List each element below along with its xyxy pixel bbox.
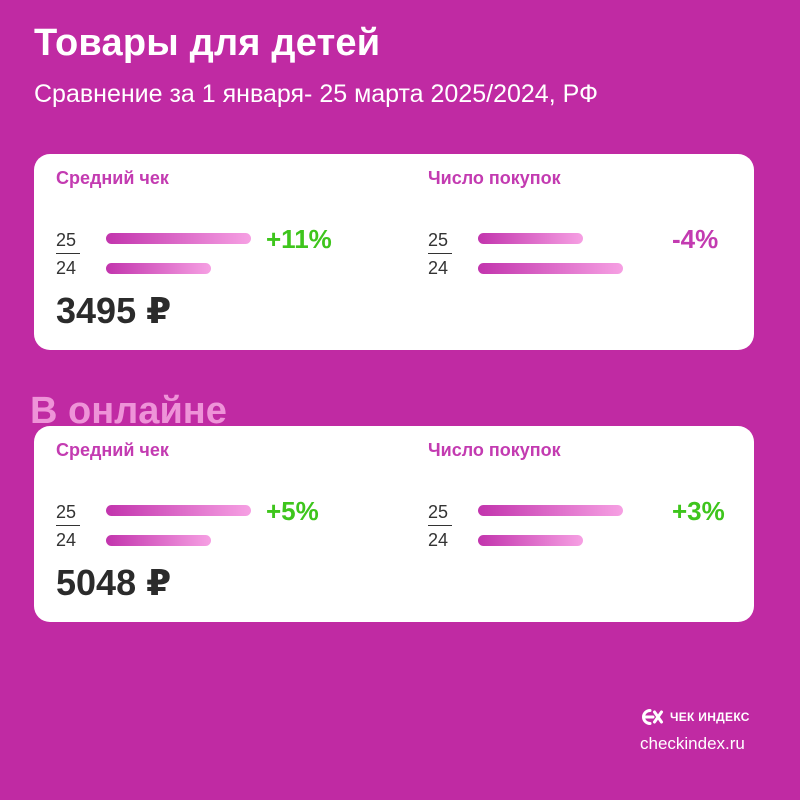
bar-2024 bbox=[106, 535, 211, 546]
metric-label: Число покупок bbox=[428, 440, 561, 460]
bar-2024 bbox=[478, 263, 623, 274]
purchases-panel: Число покупок 25 24 -4% bbox=[414, 154, 754, 350]
avg-check-value: 5048 ₽ bbox=[56, 562, 172, 603]
year-label-25: 25 bbox=[428, 502, 449, 522]
year-label-25: 25 bbox=[56, 230, 77, 250]
total-stats-card: Средний чек 25 24 +11% 3495 ₽ Число поку… bbox=[34, 154, 754, 350]
change-label: -4% bbox=[672, 224, 719, 254]
brand-name: ЧЕК ИНДЕКС bbox=[670, 710, 750, 724]
year-label-25: 25 bbox=[428, 230, 449, 250]
bar-2024 bbox=[478, 535, 583, 546]
change-label: +5% bbox=[266, 496, 319, 526]
metric-label: Средний чек bbox=[56, 440, 169, 460]
online-section-title: В онлайне bbox=[30, 390, 227, 432]
year-label-24: 24 bbox=[56, 258, 77, 278]
year-divider bbox=[428, 525, 452, 526]
metric-label: Число покупок bbox=[428, 168, 561, 188]
avg-check-panel: Средний чек 25 24 +11% 3495 ₽ bbox=[34, 154, 414, 350]
online-stats-card: Средний чек 25 24 +5% 5048 ₽ Число покуп… bbox=[34, 426, 754, 622]
page-title: Товары для детей bbox=[34, 22, 381, 64]
year-divider bbox=[56, 525, 80, 526]
avg-check-panel: Средний чек 25 24 +5% 5048 ₽ bbox=[34, 426, 414, 622]
bar-2025 bbox=[106, 505, 251, 516]
year-label-24: 24 bbox=[56, 530, 77, 550]
change-label: +3% bbox=[672, 496, 725, 526]
brand: ЧЕК ИНДЕКС bbox=[640, 708, 750, 726]
avg-check-value: 3495 ₽ bbox=[56, 290, 172, 331]
bar-2024 bbox=[106, 263, 211, 274]
year-label-25: 25 bbox=[56, 502, 77, 522]
bar-2025 bbox=[478, 505, 623, 516]
year-label-24: 24 bbox=[428, 530, 449, 550]
metric-label: Средний чек bbox=[56, 168, 169, 188]
change-label: +11% bbox=[266, 224, 332, 254]
purchases-panel: Число покупок 25 24 +3% bbox=[414, 426, 754, 622]
bar-2025 bbox=[478, 233, 583, 244]
year-divider bbox=[56, 253, 80, 254]
checkindex-logo-icon bbox=[642, 709, 663, 725]
site-link[interactable]: checkindex.ru bbox=[640, 734, 745, 753]
year-label-24: 24 bbox=[428, 258, 449, 278]
year-divider bbox=[428, 253, 452, 254]
page-subtitle: Сравнение за 1 января- 25 марта 2025/202… bbox=[34, 80, 599, 108]
bar-2025 bbox=[106, 233, 251, 244]
